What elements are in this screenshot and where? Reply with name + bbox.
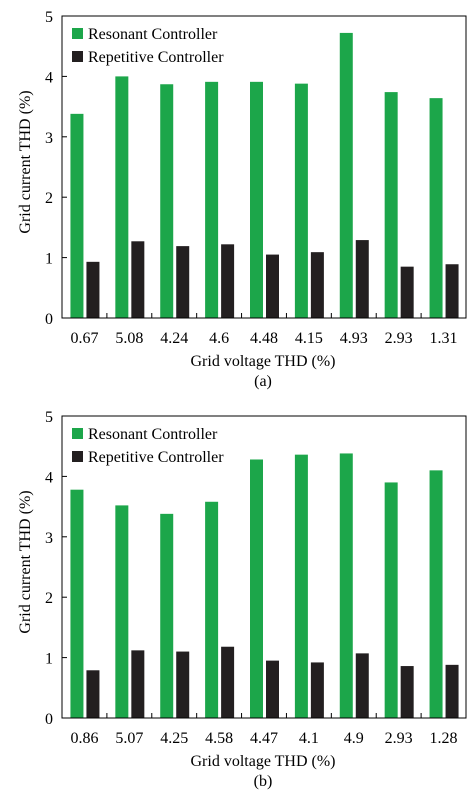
- y-tick-label: 0: [45, 711, 53, 728]
- y-tick-label: 4: [45, 69, 53, 86]
- y-tick-label: 1: [45, 251, 53, 268]
- x-tick-label: 0.67: [70, 330, 98, 347]
- bar-repetitive: [176, 246, 190, 318]
- legend-a: Resonant Controller Repetitive Controlle…: [72, 26, 224, 66]
- y-tick-label: 2: [45, 190, 53, 207]
- y-tick-label: 3: [45, 130, 53, 147]
- bar-repetitive: [445, 664, 459, 718]
- bar-resonant: [70, 113, 84, 319]
- bar-resonant: [115, 76, 129, 319]
- bar-resonant: [250, 81, 263, 318]
- x-tick-label: 4.48: [250, 330, 278, 347]
- bar-repetitive: [266, 254, 279, 318]
- bar-resonant: [205, 81, 219, 318]
- legend-swatch-repetitive: [72, 451, 83, 462]
- x-tick-label: 5.07: [115, 730, 143, 747]
- legend-label-repetitive: Repetitive Controller: [88, 449, 224, 466]
- legend-swatch-repetitive: [72, 51, 83, 62]
- y-tick-label: 5: [45, 409, 53, 426]
- legend-label-resonant: Resonant Controller: [88, 426, 218, 443]
- bars-a: [70, 32, 459, 319]
- bar-repetitive: [131, 241, 145, 318]
- x-axis-label: Grid voltage THD (%): [191, 753, 336, 770]
- x-tick-label: 2.93: [385, 730, 413, 747]
- bar-repetitive: [355, 240, 369, 318]
- y-axis-a: 0 1 2 3 4 5: [45, 9, 67, 328]
- x-tick-label: 1.28: [430, 730, 458, 747]
- bar-resonant: [294, 83, 308, 318]
- bar-repetitive: [131, 650, 145, 718]
- bar-resonant: [429, 470, 443, 718]
- bar-resonant: [384, 482, 398, 718]
- bar-resonant: [205, 501, 219, 718]
- bars-b: [70, 453, 459, 718]
- plot-frame-a: [61, 15, 467, 319]
- y-axis-label: Grid current THD (%): [17, 490, 34, 633]
- bar-resonant: [160, 513, 174, 718]
- bar-repetitive: [86, 261, 100, 318]
- legend-b: Resonant Controller Repetitive Controlle…: [72, 426, 224, 466]
- y-tick-label: 3: [45, 530, 53, 547]
- panel-label: (a): [254, 373, 272, 390]
- bar-resonant: [429, 98, 443, 318]
- x-tick-label: 4.24: [160, 330, 188, 347]
- y-tick-label: 0: [45, 311, 53, 328]
- y-tick-label: 1: [45, 651, 53, 668]
- bar-repetitive: [221, 646, 235, 718]
- y-tick-label: 5: [45, 9, 53, 26]
- x-axis-a: 0.67 5.08 4.24 4.6 4.48 4.15 4.93 2.93 1.31: [70, 313, 458, 347]
- y-axis-label: Grid current THD (%): [17, 90, 34, 233]
- bar-resonant: [160, 84, 174, 318]
- bar-repetitive: [266, 660, 279, 718]
- x-tick-label: 2.93: [385, 330, 413, 347]
- x-tick-label: 4.1: [299, 730, 319, 747]
- bar-repetitive: [400, 666, 414, 718]
- bar-repetitive: [310, 662, 324, 718]
- bar-resonant: [339, 453, 353, 718]
- x-tick-label: 4.93: [340, 330, 368, 347]
- bar-repetitive: [86, 670, 100, 718]
- x-axis-b: 0.86 5.07 4.25 4.58 4.47 4.1 4.9 2.93 1.28: [70, 713, 458, 747]
- bar-repetitive: [176, 651, 190, 718]
- bar-resonant: [294, 454, 308, 718]
- x-tick-label: 1.31: [430, 330, 458, 347]
- bar-resonant: [339, 32, 353, 319]
- chart-panel-b: 0 1 2 3 4 5 0.86 5.07 4.25 4.58 4.47 4.1 4.9 2.93 1.2…: [17, 409, 467, 790]
- bar-repetitive: [445, 264, 459, 318]
- legend-swatch-resonant: [72, 428, 83, 439]
- bar-resonant: [384, 92, 398, 318]
- x-tick-label: 4.58: [205, 730, 233, 747]
- x-tick-label: 0.86: [70, 730, 98, 747]
- y-tick-label: 4: [45, 469, 53, 486]
- x-tick-label: 4.25: [160, 730, 188, 747]
- bar-resonant: [250, 459, 263, 718]
- x-tick-label: 4.9: [344, 730, 364, 747]
- plot-frame-b: [61, 415, 467, 719]
- x-tick-label: 4.6: [209, 330, 229, 347]
- y-tick-label: 2: [45, 590, 53, 607]
- legend-swatch-resonant: [72, 28, 83, 39]
- legend-label-repetitive: Repetitive Controller: [88, 49, 224, 66]
- x-tick-label: 5.08: [115, 330, 143, 347]
- panel-label: (b): [254, 773, 273, 790]
- y-axis-b: 0 1 2 3 4 5: [45, 409, 67, 728]
- bar-repetitive: [310, 252, 324, 318]
- x-tick-label: 4.47: [250, 730, 278, 747]
- bar-resonant: [70, 489, 84, 718]
- bar-repetitive: [400, 266, 414, 318]
- chart-panel-a: 0 1 2 3 4 5 0.67 5.08 4.24 4.6 4.48 4.15 4.93 2.93 1.…: [17, 9, 467, 390]
- x-axis-label: Grid voltage THD (%): [191, 353, 336, 370]
- bar-repetitive: [355, 653, 369, 718]
- bar-repetitive: [221, 244, 235, 318]
- legend-label-resonant: Resonant Controller: [88, 26, 218, 43]
- x-tick-label: 4.15: [295, 330, 323, 347]
- bar-resonant: [115, 505, 129, 718]
